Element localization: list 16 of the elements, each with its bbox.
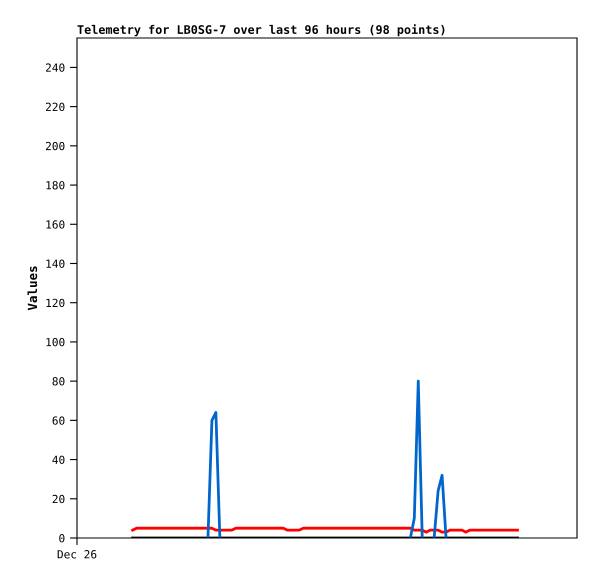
y-axis-title: Values [27,266,38,310]
y-tick-label: 60 [52,416,64,425]
y-tick-label: 120 [46,298,64,308]
chart-title: Telemetry for LB0SG-7 over last 96 hours (98 points) [78,24,444,36]
x-tick-label: Dec 26 [58,550,96,558]
y-tick-label: 240 [46,63,64,72]
y-tick-label: 200 [46,142,64,150]
y-tick-label: 160 [46,220,64,229]
y-tick-label: 140 [46,259,64,268]
y-tick-label: 80 [52,377,64,386]
y-tick-label: 0 [59,534,64,542]
y-tick-label: 40 [52,456,64,464]
y-tick-label: 180 [46,181,64,190]
y-tick-label: 220 [46,102,64,112]
y-tick-label: 20 [52,494,64,504]
y-tick-label: 100 [46,338,64,346]
